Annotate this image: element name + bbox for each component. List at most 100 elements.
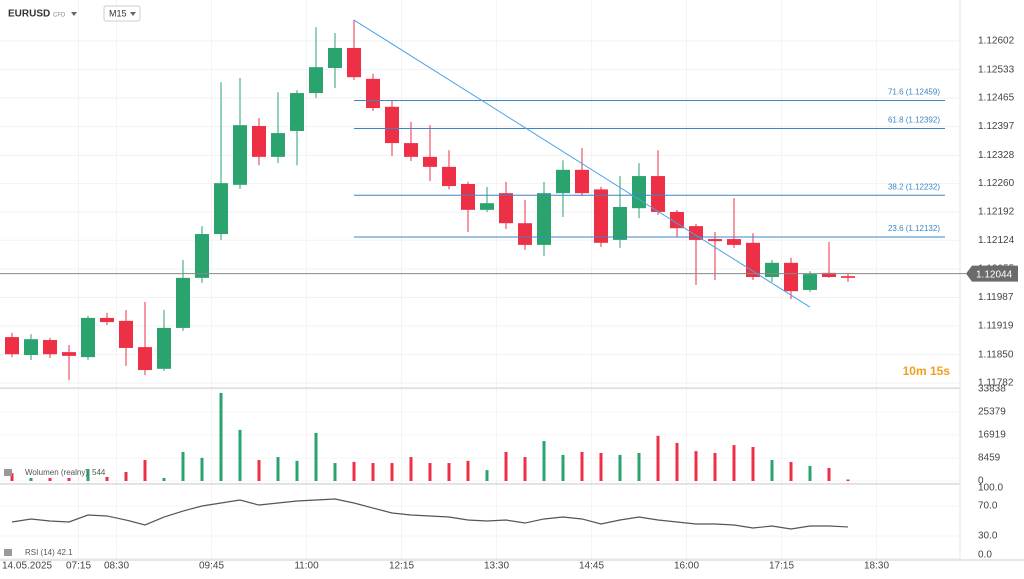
volume-bar [751,447,755,481]
rsi-legend-value: 42.1 [57,548,73,557]
volume-bar [618,454,622,481]
volume-bar [181,451,185,481]
volume-bar [789,461,793,481]
x-tick-label: 17:15 [769,561,794,572]
date-label: 14.05.2025 [2,561,52,572]
candle-body [442,166,456,187]
candle-body [347,47,361,78]
volume-tick-label: 25379 [978,407,1006,418]
indicator-icon [4,469,12,476]
last-price-label: 1.12044 [976,269,1013,280]
volume-bar [637,452,641,481]
candle-body [119,320,133,348]
volume-tick-label: 8459 [978,453,1001,464]
candle-body [670,211,684,229]
volume-bar [29,478,33,481]
timeframe-button[interactable] [103,5,141,22]
volume-bar [428,463,432,481]
candle-body [366,78,380,109]
candle-body [24,339,38,356]
candle-body [81,317,95,358]
candle-body [499,193,513,224]
fib-label: 38.2 (1.12232) [888,182,940,191]
volume-bar [694,451,698,481]
volume-bar [352,461,356,481]
x-tick-label: 18:30 [864,561,889,572]
volume-bar [200,457,204,481]
volume-bar [86,469,90,481]
candle-body [746,242,760,278]
volume-bar [713,452,717,481]
timeframe[interactable]: M15 [109,8,127,18]
candle-body [423,156,437,167]
y-tick-label: 1.12465 [978,93,1015,104]
y-tick-label: 1.12397 [978,121,1015,132]
volume-bar [333,463,337,481]
rsi-line [11,498,849,530]
volume-bar [371,463,375,481]
instrument-type: CFD [53,13,66,19]
candle-body [632,176,646,209]
candle-body [784,262,798,292]
candle-body [822,272,836,278]
candle-body [613,206,627,240]
volume-bar [447,463,451,481]
candle-body [404,143,418,157]
candle-body [480,203,494,210]
candle-body [290,93,304,132]
volume-bar [770,460,774,481]
y-tick-label: 1.11987 [978,292,1014,303]
volume-bar [542,441,546,481]
y-tick-label: 1.11919 [978,320,1014,331]
candle-body [271,133,285,157]
candle-body [765,262,779,278]
candle-body [841,276,855,278]
volume-bar [656,435,660,481]
last-price-box [966,265,1018,282]
candle-body [803,274,817,290]
y-tick-label: 1.12533 [978,64,1015,75]
volume-bar [599,452,603,481]
volume-bar [124,472,128,481]
volume-bar [257,460,261,481]
volume-bar [219,392,223,481]
volume-tick-label: 16919 [978,430,1006,441]
y-tick-label: 1.12602 [978,36,1015,47]
x-tick-label: 16:00 [674,561,699,572]
candle-body [214,183,228,235]
volume-bar [675,442,679,481]
x-tick-label: 14:45 [579,561,604,572]
volume-bar [409,457,413,481]
volume-bar [67,478,71,481]
x-tick-label: 08:30 [104,561,129,572]
volume-bar [276,457,280,481]
candle-body [100,317,114,323]
candle-body [594,189,608,243]
volume-bar [238,429,242,481]
volume-legend: Wolumen (realny) [25,468,88,477]
volume-bar [162,478,166,481]
candle-body [651,176,665,212]
x-tick-label: 09:45 [199,561,224,572]
candle-body [537,193,551,245]
dropdown-caret[interactable] [130,12,136,16]
volume-bar [808,466,812,481]
y-tick-label: 1.12124 [978,235,1015,246]
x-tick-label: 12:15 [389,561,414,572]
volume-bar [561,454,565,481]
x-tick-label: 07:15 [66,561,91,572]
volume-bar [48,478,52,481]
volume-legend-value: 544 [92,468,106,477]
candle-body [195,234,209,278]
candle-body [727,239,741,245]
y-tick-label: 1.11850 [978,349,1014,360]
symbol: EURUSD [8,9,50,20]
volume-bar [580,451,584,481]
volume-bar [105,476,109,481]
y-tick-label: 1.12328 [978,150,1015,161]
dropdown-caret[interactable] [71,12,77,16]
volume-bar [390,463,394,481]
volume-bar [504,451,508,481]
